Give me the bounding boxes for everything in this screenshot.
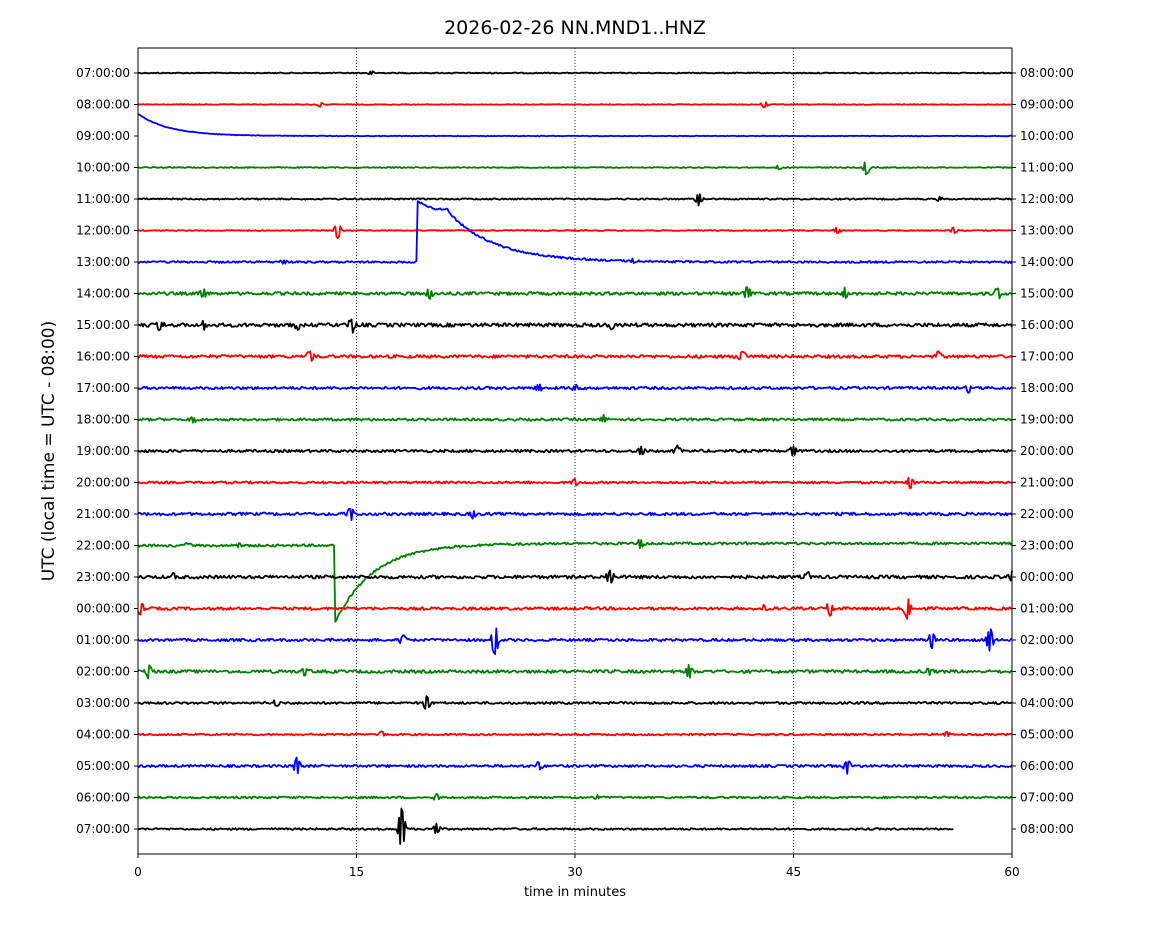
left-tick-label: 18:00:00 <box>76 413 130 427</box>
left-tick-label: 19:00:00 <box>76 444 130 458</box>
trace-2 <box>137 113 1013 138</box>
right-tick-label: 07:00:00 <box>1020 791 1074 805</box>
right-tick-label: 18:00:00 <box>1020 381 1074 395</box>
right-tick-label: 09:00:00 <box>1020 98 1074 112</box>
trace-4 <box>137 193 1013 207</box>
trace-1 <box>137 101 1013 109</box>
left-tick-label: 08:00:00 <box>76 98 130 112</box>
trace-3 <box>138 161 1013 176</box>
trace-20 <box>137 695 1013 710</box>
right-tick-label: 02:00:00 <box>1020 633 1074 647</box>
trace-13 <box>137 476 1013 489</box>
y-axis-label: UTC (local time = UTC - 08:00) <box>39 321 59 581</box>
left-tick-label: 01:00:00 <box>76 633 130 647</box>
trace-16 <box>137 569 1013 584</box>
right-tick-label: 05:00:00 <box>1020 728 1074 742</box>
right-tick-label: 12:00:00 <box>1020 192 1074 206</box>
right-tick-label: 15:00:00 <box>1020 287 1074 301</box>
trace-23 <box>137 793 1013 801</box>
left-tick-label: 14:00:00 <box>76 287 130 301</box>
right-tick-label: 21:00:00 <box>1020 476 1074 490</box>
traces-group <box>137 70 1013 845</box>
left-tick-label: 15:00:00 <box>76 318 130 332</box>
left-tick-label: 16:00:00 <box>76 350 130 364</box>
left-tick-label: 07:00:00 <box>76 66 130 80</box>
left-tick-label: 06:00:00 <box>76 791 130 805</box>
trace-21 <box>137 730 1013 738</box>
right-tick-label: 19:00:00 <box>1020 413 1074 427</box>
right-tick-label: 00:00:00 <box>1020 570 1074 584</box>
right-tick-label: 08:00:00 <box>1020 66 1074 80</box>
right-tick-label: 08:00:00 <box>1020 822 1074 836</box>
left-tick-label: 02:00:00 <box>76 665 130 679</box>
left-tick-label: 20:00:00 <box>76 476 130 490</box>
trace-10 <box>137 383 1013 394</box>
right-tick-label: 14:00:00 <box>1020 255 1074 269</box>
trace-7 <box>137 286 1013 300</box>
left-tick-label: 09:00:00 <box>76 129 130 143</box>
left-tick-label: 07:00:00 <box>76 822 130 836</box>
right-tick-label: 16:00:00 <box>1020 318 1074 332</box>
right-tick-label: 01:00:00 <box>1020 602 1074 616</box>
right-tick-label: 20:00:00 <box>1020 444 1074 458</box>
x-tick-label: 30 <box>567 865 582 879</box>
left-tick-label: 03:00:00 <box>76 696 130 710</box>
right-tick-label: 17:00:00 <box>1020 350 1074 364</box>
left-tick-label: 17:00:00 <box>76 381 130 395</box>
x-tick-label: 60 <box>1004 865 1019 879</box>
trace-6 <box>137 200 1013 265</box>
left-tick-label: 13:00:00 <box>76 255 130 269</box>
trace-15 <box>137 539 1013 623</box>
left-tick-label: 11:00:00 <box>76 192 130 206</box>
right-tick-label: 03:00:00 <box>1020 665 1074 679</box>
trace-14 <box>137 508 1013 521</box>
trace-24 <box>137 807 954 845</box>
trace-18 <box>137 627 1013 656</box>
x-tick-label: 15 <box>349 865 364 879</box>
left-tick-label: 05:00:00 <box>76 759 130 773</box>
right-tick-label: 06:00:00 <box>1020 759 1074 773</box>
trace-12 <box>137 444 1013 457</box>
trace-11 <box>137 413 1013 424</box>
left-tick-label: 04:00:00 <box>76 728 130 742</box>
right-tick-label: 23:00:00 <box>1020 539 1074 553</box>
left-tick-label: 12:00:00 <box>76 224 130 238</box>
x-tick-label: 0 <box>134 865 142 879</box>
trace-8 <box>137 318 1013 334</box>
trace-9 <box>137 350 1013 362</box>
trace-22 <box>137 756 1013 775</box>
right-tick-label: 13:00:00 <box>1020 224 1074 238</box>
left-tick-label: 10:00:00 <box>76 161 130 175</box>
left-tick-label: 00:00:00 <box>76 602 130 616</box>
trace-0 <box>137 70 1013 76</box>
trace-19 <box>137 663 1013 680</box>
x-tick-label: 45 <box>786 865 801 879</box>
right-tick-label: 04:00:00 <box>1020 696 1074 710</box>
x-axis-label: time in minutes <box>524 885 626 900</box>
left-tick-label: 22:00:00 <box>76 539 130 553</box>
right-tick-label: 10:00:00 <box>1020 129 1074 143</box>
right-tick-label: 22:00:00 <box>1020 507 1074 521</box>
trace-5 <box>137 225 1013 239</box>
axes-group: 07:00:00 08:00:00 08:00:00 09:00:00 09:00:00… <box>76 47 1074 879</box>
trace-17 <box>137 598 1013 620</box>
chart-title: 2026-02-26 NN.MND1..HNZ <box>444 17 706 39</box>
right-tick-label: 11:00:00 <box>1020 161 1074 175</box>
left-tick-label: 23:00:00 <box>76 570 130 584</box>
left-tick-label: 21:00:00 <box>76 507 130 521</box>
